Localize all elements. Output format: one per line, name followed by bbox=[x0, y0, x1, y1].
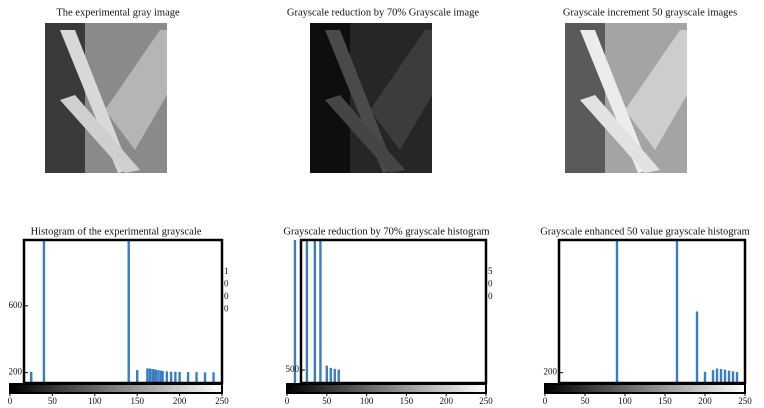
bar bbox=[615, 240, 619, 383]
bar bbox=[169, 371, 173, 383]
annotation: 0 bbox=[224, 304, 229, 314]
bar bbox=[329, 367, 332, 383]
colorbar bbox=[286, 383, 487, 394]
bar bbox=[42, 240, 46, 383]
bar bbox=[711, 370, 715, 383]
bar bbox=[154, 369, 158, 383]
image-title: The experimental gray image bbox=[56, 7, 180, 18]
x-tick-label: 150 bbox=[400, 396, 414, 406]
bar bbox=[715, 368, 719, 383]
bar bbox=[186, 372, 190, 383]
bar bbox=[159, 370, 163, 383]
bar bbox=[203, 372, 207, 383]
annotation: 0 bbox=[224, 291, 229, 301]
bar bbox=[165, 371, 169, 383]
plot-frame bbox=[557, 238, 747, 385]
colorbar bbox=[9, 383, 223, 394]
x-tick-label: 200 bbox=[173, 396, 187, 406]
bar bbox=[723, 369, 727, 383]
annotation: 0 bbox=[488, 291, 493, 301]
bar bbox=[695, 311, 699, 383]
annotation: 0 bbox=[224, 279, 229, 289]
x-tick-label: 50 bbox=[581, 396, 591, 406]
x-tick-label: 50 bbox=[322, 396, 332, 406]
x-tick-label: 200 bbox=[698, 396, 712, 406]
chart-title: Histogram of the experimental grayscale bbox=[31, 226, 202, 237]
x-tick-label: 50 bbox=[48, 396, 58, 406]
image bbox=[45, 23, 167, 173]
bar bbox=[731, 371, 735, 383]
x-tick-label: 250 bbox=[215, 396, 229, 406]
y-tick-label: 200 bbox=[544, 367, 558, 377]
bar bbox=[337, 369, 340, 383]
bar bbox=[195, 372, 198, 383]
bar bbox=[313, 240, 317, 383]
x-tick-label: 100 bbox=[360, 396, 374, 406]
bar bbox=[178, 371, 181, 383]
bar bbox=[157, 370, 160, 383]
image bbox=[310, 23, 432, 173]
bar bbox=[152, 369, 156, 383]
bar bbox=[212, 372, 215, 383]
y-tick-label: 200 bbox=[9, 367, 23, 377]
bar bbox=[727, 370, 731, 383]
bar bbox=[146, 368, 149, 383]
bar bbox=[127, 240, 130, 383]
chart-title: Grayscale enhanced 50 value grayscale hi… bbox=[540, 226, 750, 237]
plot-frame bbox=[22, 238, 224, 385]
bar bbox=[293, 240, 297, 383]
bar bbox=[161, 370, 164, 383]
image-title: Grayscale increment 50 grayscale images bbox=[563, 7, 737, 18]
bar bbox=[735, 371, 739, 383]
bar bbox=[719, 368, 723, 383]
x-tick-label: 0 bbox=[285, 396, 290, 406]
bar bbox=[151, 368, 154, 383]
y-tick-label: 600 bbox=[9, 300, 23, 310]
x-tick-label: 150 bbox=[130, 396, 144, 406]
x-tick-label: 100 bbox=[88, 396, 102, 406]
bar bbox=[703, 371, 707, 383]
x-tick-label: 250 bbox=[738, 396, 752, 406]
bar bbox=[148, 368, 152, 383]
x-tick-label: 0 bbox=[8, 396, 13, 406]
colorbar bbox=[544, 383, 746, 394]
chart-title: Grayscale reduction by 70% grayscale his… bbox=[283, 226, 489, 237]
bar bbox=[30, 371, 33, 383]
bar bbox=[325, 365, 328, 383]
x-tick-label: 150 bbox=[658, 396, 672, 406]
x-tick-label: 100 bbox=[618, 396, 632, 406]
annotation: 1 bbox=[224, 266, 229, 276]
bar bbox=[136, 370, 139, 383]
x-tick-label: 200 bbox=[439, 396, 453, 406]
image bbox=[565, 23, 687, 173]
x-tick-label: 0 bbox=[543, 396, 548, 406]
bar bbox=[174, 371, 177, 383]
x-tick-label: 250 bbox=[479, 396, 493, 406]
image-title: Grayscale reduction by 70% Grayscale ima… bbox=[287, 7, 479, 18]
y-tick-label: 500 bbox=[286, 364, 300, 374]
bar bbox=[305, 240, 309, 383]
bar bbox=[319, 240, 322, 383]
annotation: 0 bbox=[488, 279, 493, 289]
bar bbox=[333, 368, 336, 383]
plot-frame bbox=[299, 238, 488, 385]
bar bbox=[675, 240, 679, 383]
annotation: 5 bbox=[488, 266, 493, 276]
